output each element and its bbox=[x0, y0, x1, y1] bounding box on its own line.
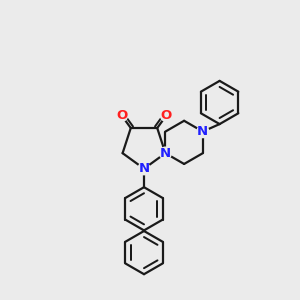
Circle shape bbox=[159, 147, 171, 159]
Text: O: O bbox=[116, 109, 127, 122]
Text: N: N bbox=[197, 125, 208, 138]
Circle shape bbox=[116, 110, 128, 122]
Text: O: O bbox=[161, 109, 172, 122]
Text: N: N bbox=[138, 162, 150, 175]
Circle shape bbox=[138, 163, 150, 175]
Circle shape bbox=[197, 126, 209, 138]
Circle shape bbox=[160, 110, 172, 122]
Text: N: N bbox=[160, 147, 171, 160]
